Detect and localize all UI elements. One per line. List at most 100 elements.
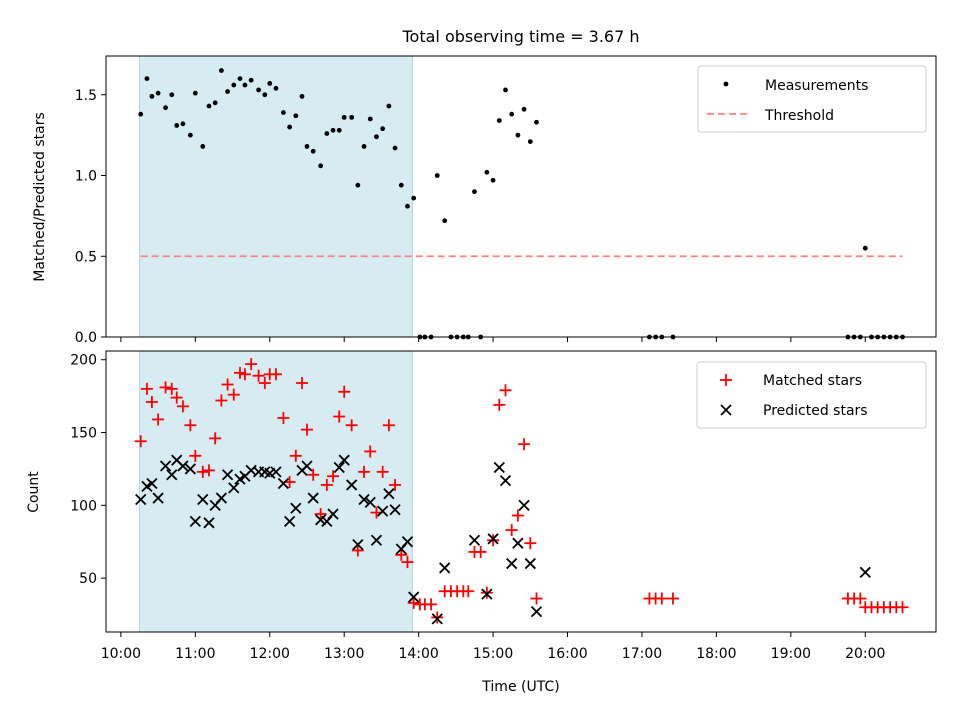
predicted-star-point [512, 537, 524, 549]
matched-star-point [176, 400, 189, 413]
predicted-star-point [487, 533, 499, 545]
y-axis-label-top: Matched/Predicted stars [32, 112, 48, 282]
measurement-point [503, 87, 508, 93]
matched-star-point [401, 556, 414, 569]
measurement-point [349, 114, 355, 120]
predicted-star-point [439, 562, 451, 574]
matched-star-point [493, 398, 506, 411]
matched-star-point [269, 368, 282, 381]
matched-star-point [364, 445, 377, 458]
matched-star-point [307, 468, 320, 481]
matched-star-point [289, 449, 302, 462]
y-axis-label-bottom: Count [26, 471, 42, 513]
measurement-point [248, 77, 254, 83]
measurement-point [163, 105, 168, 111]
predicted-star-point [506, 557, 518, 570]
x-tick-label: 17:00 [622, 646, 662, 662]
matched-star-point [407, 596, 420, 609]
predicted-star-point [364, 496, 376, 509]
plot-frame-top [105, 55, 937, 338]
legend-frame-bottom [696, 361, 927, 429]
predicted-star-point [277, 477, 290, 490]
measurement-point [318, 163, 324, 169]
matched-star-point [896, 601, 909, 614]
x-tick-label: 20:00 [845, 646, 885, 662]
matched-star-point [505, 524, 518, 537]
predicted-star-point [377, 505, 389, 517]
matched-star-point [221, 378, 234, 391]
measurement-point [405, 203, 410, 209]
x-tick-label: 11:00 [175, 646, 215, 662]
predicted-star-point [401, 536, 414, 548]
predicted-star-point [338, 454, 350, 466]
measurement-point [237, 76, 243, 82]
y-tick-label: 50 [79, 571, 97, 587]
measurement-point [144, 76, 150, 82]
measurement-point [206, 103, 212, 109]
measurement-point [180, 121, 186, 127]
predicted-star-point [524, 557, 536, 570]
panel-count: 50 100 150 200 10:00 11:00 12:00 13:00 14:00 15:… [26, 350, 937, 695]
x-axis-label: Time (UTC) [481, 679, 559, 695]
matched-star-point [518, 438, 531, 451]
matched-star-point [184, 419, 197, 432]
measurement-point [380, 126, 386, 132]
matched-star-point [499, 384, 512, 397]
matched-star-point [345, 419, 358, 432]
predicted-star-point [301, 460, 313, 472]
y-tick-label: 1.0 [75, 169, 97, 185]
measurement-point [527, 139, 533, 144]
measurement-point [324, 131, 330, 136]
legend-marker-matched [720, 374, 732, 386]
observing-window-shade [138, 55, 413, 338]
figure-title: Total observing time = 3.67 h [401, 27, 639, 46]
x-tick-label: 14:00 [398, 646, 438, 662]
matched-star-point [462, 585, 475, 598]
matched-star-point [511, 509, 524, 522]
y-tick-label: 0.0 [75, 330, 97, 346]
measurement-point [273, 85, 279, 91]
matched-star-point [389, 478, 402, 491]
plot-frame-bottom [105, 350, 937, 633]
measurement-point [355, 182, 361, 188]
measurement-point [336, 127, 342, 133]
matched-star-point [358, 465, 371, 478]
x-tick-label: 12:00 [250, 646, 290, 662]
legend-label-predicted: Predicted stars [763, 403, 868, 419]
legend-marker-measurements [723, 81, 729, 87]
predicted-star-point [166, 469, 178, 481]
predicted-star-point [493, 461, 505, 474]
y-tick-label: 200 [70, 353, 97, 369]
matched-star-point [134, 435, 147, 448]
measurement-point [472, 189, 477, 195]
legend-label-matched: Matched stars [763, 373, 862, 389]
legend-top: Measurements Threshold [697, 65, 927, 133]
predicted-star-point [283, 515, 296, 527]
matched-star-point [487, 534, 500, 547]
measurement-point [256, 87, 262, 93]
predicted-star-point [189, 515, 201, 527]
matched-star-point [338, 385, 351, 398]
measurement-point [212, 100, 218, 106]
predicted-star-point [215, 492, 228, 504]
x-tick-label: 13:00 [324, 646, 364, 662]
measurement-point [267, 81, 273, 86]
measurement-point [304, 144, 310, 149]
matched-star-point [854, 592, 867, 605]
matched-star-point [425, 598, 438, 611]
matched-star-point [296, 377, 309, 390]
measurement-point [218, 68, 224, 73]
predicted-star-point [530, 605, 543, 618]
matched-star-point [215, 394, 228, 407]
x-tick-label: 19:00 [771, 646, 811, 662]
measurement-point [149, 93, 155, 99]
x-tick-label: 10:00 [101, 646, 141, 662]
predicted-star-point [370, 534, 383, 546]
matched-star-point [480, 586, 493, 599]
measurement-point [174, 123, 180, 128]
predicted-star-point [290, 502, 302, 514]
measurement-point [374, 134, 379, 140]
matched-star-point [238, 368, 251, 381]
predicted-star-point [177, 460, 189, 472]
matched-star-point [395, 548, 408, 561]
